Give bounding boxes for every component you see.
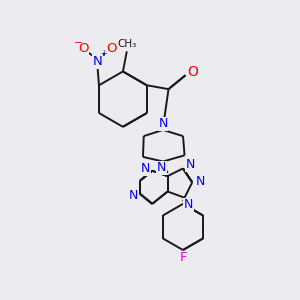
Text: CH₃: CH₃ (117, 40, 136, 50)
Text: −: − (74, 38, 82, 48)
Text: N: N (128, 189, 138, 202)
Text: N: N (195, 175, 205, 188)
Text: O: O (187, 65, 198, 79)
Text: N: N (158, 117, 168, 130)
Text: N: N (184, 198, 193, 211)
Text: O: O (106, 42, 116, 55)
Text: F: F (179, 251, 187, 264)
Text: N: N (185, 158, 195, 171)
Text: N: N (141, 162, 150, 175)
Text: +: + (100, 49, 107, 58)
Text: O: O (78, 42, 89, 55)
Text: N: N (157, 161, 166, 174)
Text: N: N (92, 55, 102, 68)
